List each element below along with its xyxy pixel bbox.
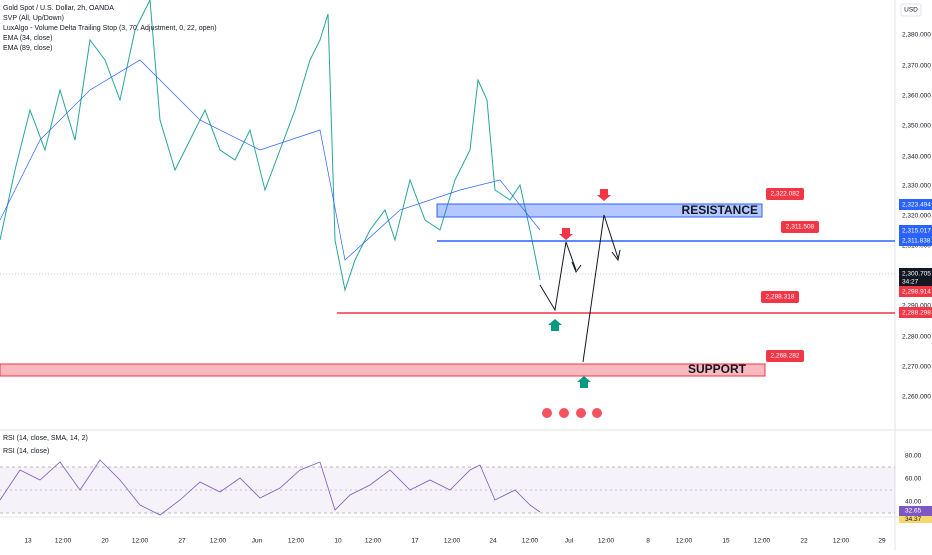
rsi-subtitle: RSI (14, close) xyxy=(3,448,49,455)
down-arrow xyxy=(559,189,611,240)
event-icons xyxy=(542,408,602,418)
time-label: 12:00 xyxy=(598,538,615,545)
time-label: 8 xyxy=(646,538,650,545)
marker: 2,315.017 xyxy=(902,228,931,235)
level-tag-text: 2,268.282 xyxy=(771,353,800,360)
marker: 2,298.914 xyxy=(902,289,931,296)
rsi-line xyxy=(0,459,541,516)
price-label: 2,350.000 xyxy=(902,123,931,130)
time-label: 10 xyxy=(334,538,342,545)
time-label: 12:00 xyxy=(210,538,227,545)
support-zone xyxy=(0,363,766,377)
marker: 2,288.298 xyxy=(902,310,931,317)
price-markers: 2,323.494 2,315.017 2,311.838 2,300.7053… xyxy=(899,199,932,318)
price-label: 2,280.000 xyxy=(902,334,931,341)
price-label: 2,360.000 xyxy=(902,93,931,100)
time-label: 17 xyxy=(411,538,419,545)
level-tag xyxy=(761,291,799,303)
main-pane xyxy=(0,0,895,430)
price-label: 2,290.000 xyxy=(902,303,931,310)
rsi-title: RSI (14, close, SMA, 14, 2) xyxy=(3,435,88,442)
price-label: 2,310.000 xyxy=(902,243,931,250)
level-tag-text: 2,288.318 xyxy=(766,294,795,301)
marker: 2,311.838 xyxy=(902,238,931,245)
time-label: 12:00 xyxy=(754,538,771,545)
time-label: 12:00 xyxy=(132,538,149,545)
price-axis: 2,380.000 2,370.000 2,360.000 2,350.000 2,34… xyxy=(902,32,931,401)
rsi-axis-label: 60.00 xyxy=(905,476,922,483)
level-tag-text: 2,311.508 xyxy=(786,224,815,231)
level-tag xyxy=(766,350,804,362)
marker: 2,300.705 xyxy=(902,271,931,278)
time-label: 24 xyxy=(489,538,497,545)
currency-button[interactable] xyxy=(900,3,922,17)
rsi-marker-text: 34.37 xyxy=(905,516,922,523)
indicator: LuxAlgo - Volume Delta Trailing Stop (3,… xyxy=(3,25,217,32)
rsi-marker-text: 32.65 xyxy=(905,508,922,515)
time-label: 13 xyxy=(24,538,32,545)
rsi-marker xyxy=(899,516,932,523)
price-label: 2,340.000 xyxy=(902,154,931,161)
support-label: SUPPORT xyxy=(688,362,747,376)
currency[interactable]: USD xyxy=(904,7,918,14)
resistance-label: RESISTANCE xyxy=(682,203,758,217)
resistance-zone xyxy=(436,203,763,218)
level-tag xyxy=(766,188,804,200)
time-label: 12:00 xyxy=(522,538,539,545)
rsi-axis-label: 80.00 xyxy=(905,453,922,460)
price-label: 2,320.000 xyxy=(902,213,931,220)
time-label: Jun xyxy=(252,538,263,545)
level-tag xyxy=(781,221,819,233)
time-label: 15 xyxy=(722,538,730,545)
projection-path xyxy=(539,214,621,363)
time-label: 12:00 xyxy=(833,538,850,545)
level-tag-text: 2,322.082 xyxy=(771,191,800,198)
price-label: 2,260.000 xyxy=(902,394,931,401)
price-label: 2,330.000 xyxy=(902,183,931,190)
price-label: 2,270.000 xyxy=(902,364,931,371)
time-label: 12:00 xyxy=(444,538,461,545)
indicator: EMA (89, close) xyxy=(3,45,52,52)
time-label: 27 xyxy=(178,538,186,545)
time-label: 12:00 xyxy=(55,538,72,545)
time-label: 12:00 xyxy=(288,538,305,545)
time-label: 22 xyxy=(800,538,808,545)
up-arrow xyxy=(548,319,591,388)
marker: 34:27 xyxy=(902,279,919,286)
indicator: EMA (34, close) xyxy=(3,35,52,42)
time-label: Jul xyxy=(565,538,574,545)
time-axis: 13 12:00 20 12:00 27 12:00 Jun 12:00 10 12:00 17 12… xyxy=(24,538,886,545)
marker: 2,323.494 xyxy=(902,202,931,209)
indicator: SVP (All, Up/Down) xyxy=(3,15,64,22)
time-label: 29 xyxy=(878,538,886,545)
time-label: 12:00 xyxy=(676,538,693,545)
time-label: 12:00 xyxy=(365,538,382,545)
price-label: 2,370.000 xyxy=(902,63,931,70)
time-label: 20 xyxy=(101,538,109,545)
rsi-marker xyxy=(899,506,932,516)
symbol-title: Gold Spot / U.S. Dollar, 2h, OANDA xyxy=(3,5,114,12)
rsi-axis-label: 40.00 xyxy=(905,499,922,506)
ema-line xyxy=(0,59,541,261)
price-path xyxy=(0,0,541,292)
price-label: 2,380.000 xyxy=(902,32,931,39)
